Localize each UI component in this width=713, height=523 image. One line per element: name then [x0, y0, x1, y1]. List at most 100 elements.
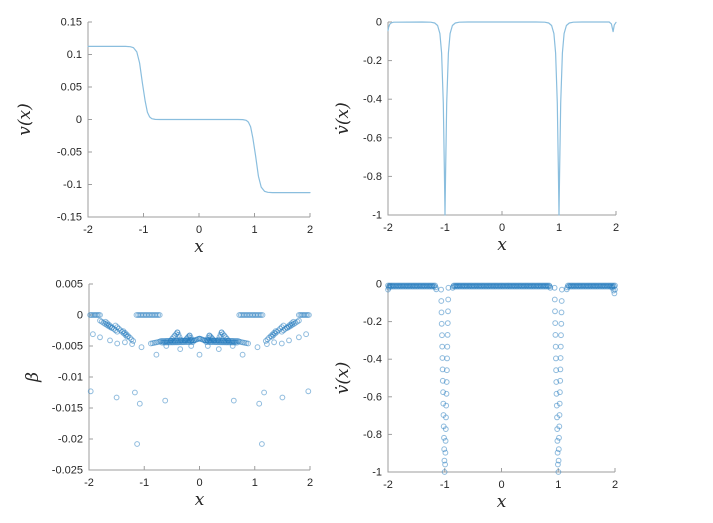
x-tick-label: 2	[307, 477, 313, 489]
y-tick-label: -0.15	[57, 212, 82, 224]
scatter-marker	[444, 367, 450, 374]
axes-spines	[387, 284, 615, 473]
scatter-marker	[438, 286, 445, 293]
scatter-marker	[611, 290, 618, 297]
scatter-marker	[120, 328, 127, 335]
y-tick-label: -0.015	[52, 403, 83, 415]
scatter-marker	[245, 340, 252, 347]
scatter-marker	[554, 426, 561, 433]
y-tick-label: 0.05	[61, 82, 82, 94]
y-tick-label: -0.05	[57, 147, 82, 159]
scatter-marker	[444, 332, 451, 338]
x-tick-label: -2	[83, 224, 93, 236]
scatter-marker	[557, 355, 564, 361]
x-axis-label: x	[194, 237, 204, 257]
scatter-marker	[438, 298, 445, 304]
scatter-marker	[274, 329, 280, 335]
scatter-marker	[234, 339, 241, 346]
scatter-marker	[115, 325, 122, 332]
scatter-marker	[188, 336, 195, 343]
y-tick-label: -1	[372, 467, 382, 479]
scatter-marker	[441, 457, 448, 464]
x-tick-label: -1	[139, 224, 149, 236]
scatter-marker	[444, 355, 451, 362]
scatter-marker	[555, 469, 562, 475]
scatter-marker	[553, 367, 559, 374]
scatter-marker	[438, 309, 445, 316]
scatter-marker	[558, 320, 565, 327]
x-tick-label: 0	[499, 222, 505, 234]
scatter-marker	[267, 333, 274, 340]
y-axis-label: v(x)	[15, 103, 35, 135]
scatter-marker	[557, 389, 563, 396]
x-axis-label: x	[195, 490, 205, 510]
x-tick-label: -2	[383, 479, 393, 491]
scatter-marker	[441, 434, 447, 441]
scatter-marker	[279, 394, 286, 401]
scatter-marker	[554, 414, 560, 421]
scatter-marker	[97, 312, 103, 318]
y-tick-label: -0.2	[363, 316, 382, 328]
scatter-marker	[439, 332, 445, 339]
y-tick-label: -0.6	[363, 132, 382, 144]
scatter-series-vdot-samples	[385, 282, 618, 475]
y-tick-label: -0.025	[52, 465, 83, 477]
scatter-marker	[163, 343, 170, 349]
scatter-marker	[129, 341, 136, 348]
y-tick-label: -0.4	[363, 354, 382, 366]
scatter-marker	[543, 283, 550, 290]
scatter-marker	[444, 320, 451, 327]
scatter-marker	[225, 337, 232, 344]
scatter-marker	[256, 400, 263, 407]
x-tick-label: 0	[196, 224, 202, 236]
scatter-marker	[97, 334, 103, 341]
scatter-marker	[162, 397, 169, 404]
scatter-marker	[555, 461, 561, 468]
scatter-marker	[278, 324, 285, 331]
y-tick-label: -0.02	[58, 434, 83, 446]
scatter-marker	[559, 286, 565, 293]
x-axis-label: x	[497, 235, 507, 255]
scatter-marker	[552, 308, 558, 315]
scatter-marker	[551, 296, 558, 303]
scatter-marker	[441, 446, 448, 453]
scatter-marker	[134, 441, 141, 447]
scatter-marker	[445, 296, 452, 303]
scatter-marker	[262, 338, 269, 344]
scatter-marker	[269, 331, 276, 338]
scatter-marker	[122, 339, 128, 346]
scatter-marker	[136, 400, 143, 407]
scatter-marker	[266, 334, 273, 341]
y-tick-label: 0	[376, 279, 382, 291]
scatter-marker	[433, 286, 440, 293]
scatter-marker	[557, 343, 564, 350]
scatter-marker	[556, 434, 562, 441]
scatter-marker	[553, 390, 560, 397]
scatter-marker	[102, 318, 109, 325]
scatter-marker	[439, 377, 446, 384]
scatter-marker	[306, 312, 312, 318]
x-tick-label: 1	[252, 477, 258, 489]
scatter-marker	[439, 355, 446, 361]
scatter-marker	[610, 287, 617, 294]
scatter-marker	[290, 318, 297, 325]
scatter-marker	[280, 322, 287, 329]
scatter-marker	[271, 329, 278, 336]
scatter-marker	[259, 312, 266, 318]
y-tick-label: 0	[76, 114, 82, 126]
scatter-marker	[259, 441, 265, 447]
scatter-marker	[177, 346, 184, 353]
scatter-marker	[122, 329, 128, 336]
scatter-marker	[215, 346, 222, 353]
x-tick-label: -2	[84, 477, 94, 489]
scatter-marker	[117, 327, 124, 334]
scatter-marker	[112, 322, 119, 329]
scatter-marker	[439, 343, 446, 350]
y-tick-label: 0	[77, 310, 83, 322]
scatter-marker	[427, 283, 434, 290]
x-tick-label: -2	[383, 222, 393, 234]
x-axis-label: x	[497, 492, 507, 512]
scatter-marker	[303, 331, 310, 338]
scatter-marker	[429, 283, 436, 290]
